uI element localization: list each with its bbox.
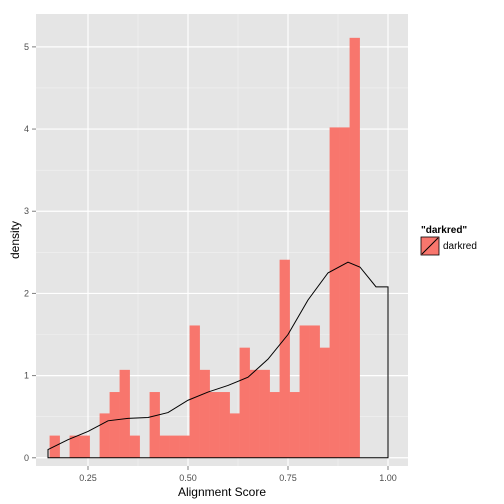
x-tick-label: 0.25 — [79, 473, 97, 483]
histogram-bar — [99, 413, 110, 458]
histogram-bar — [349, 37, 360, 458]
legend: "darkred" darkred — [420, 225, 477, 256]
x-tick-label: 0.75 — [279, 473, 297, 483]
y-tick-label: 5 — [24, 42, 29, 52]
histogram-bar — [219, 392, 230, 458]
histogram-bar — [259, 369, 270, 458]
histogram-bar — [249, 369, 260, 458]
histogram-bar — [329, 127, 340, 458]
histogram-bar — [119, 369, 130, 458]
legend-key-line — [421, 237, 439, 255]
histogram-bar — [269, 392, 280, 458]
histogram-bar — [309, 325, 320, 458]
histogram-bar — [279, 259, 290, 458]
histogram-bar — [179, 435, 190, 458]
histogram-bar — [199, 369, 210, 458]
density-curve — [47, 261, 389, 459]
y-axis-title: density — [8, 221, 22, 259]
x-axis-ticks: 0.25 0.50 0.75 1.00 — [79, 466, 397, 483]
histogram-bar — [69, 435, 80, 458]
y-tick-label: 0 — [24, 453, 29, 463]
histogram-bar — [79, 435, 90, 458]
histogram-bar — [239, 347, 250, 458]
legend-title: "darkred" — [421, 225, 467, 236]
y-tick-label: 3 — [24, 206, 29, 216]
histogram-bar — [159, 435, 170, 458]
x-tick-label: 1.00 — [379, 473, 397, 483]
legend-label: darkred — [443, 241, 477, 252]
histogram-bar — [229, 413, 240, 458]
histogram-bar — [209, 392, 220, 458]
histogram-bars — [49, 37, 360, 458]
histogram-bar — [129, 435, 140, 458]
x-tick-label: 0.50 — [179, 473, 197, 483]
histogram-bar — [189, 325, 200, 458]
histogram-bar — [299, 325, 310, 458]
y-tick-label: 2 — [24, 288, 29, 298]
y-tick-label: 4 — [24, 124, 29, 134]
histogram-bar — [169, 435, 180, 458]
x-axis-title: Alignment Score — [178, 485, 266, 499]
histogram-bar — [149, 392, 160, 458]
histogram-bar — [109, 392, 120, 458]
histogram-bar — [319, 347, 330, 458]
y-tick-label: 1 — [24, 371, 29, 381]
y-axis-ticks: 0 1 2 3 4 5 — [24, 42, 36, 463]
histogram-bar — [289, 392, 300, 458]
histogram-bar — [339, 127, 350, 458]
